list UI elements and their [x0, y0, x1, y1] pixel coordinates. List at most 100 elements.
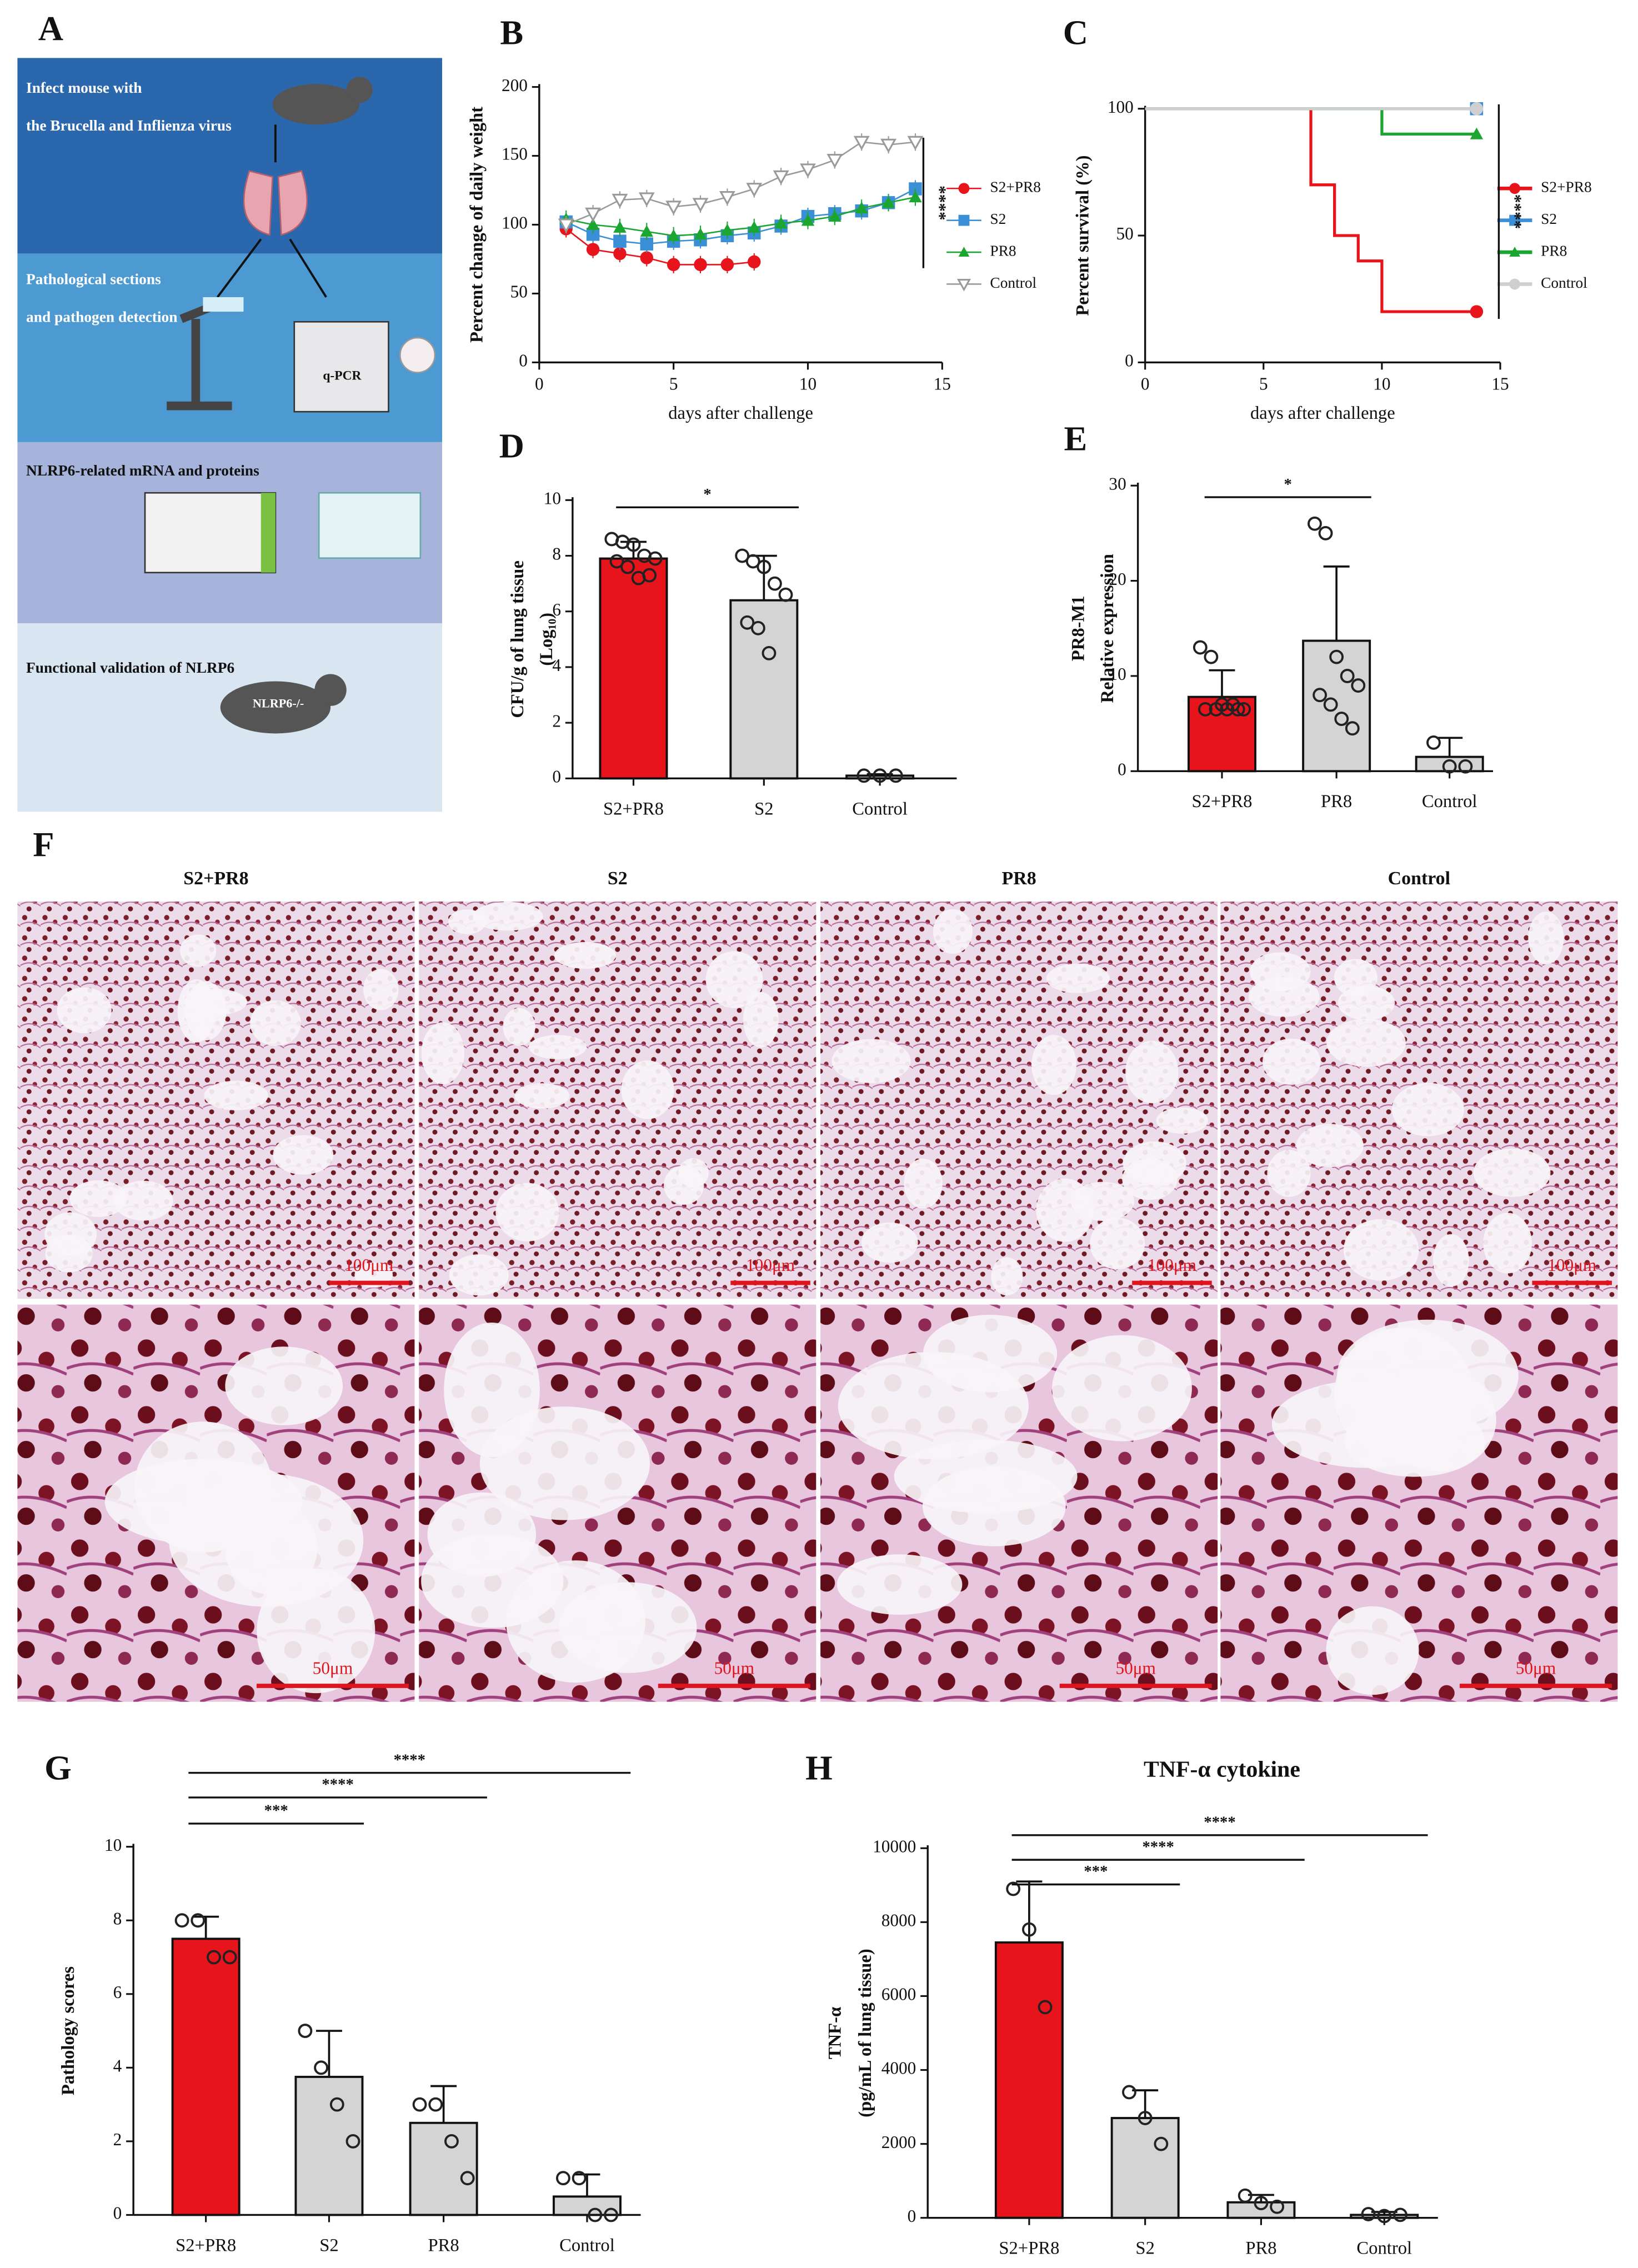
marker — [558, 218, 574, 233]
panel-letter: H — [805, 1748, 833, 1787]
alveolus — [514, 1083, 570, 1109]
lung-icon — [243, 170, 308, 236]
y-tick-label: 4 — [552, 655, 561, 675]
marker — [667, 258, 680, 272]
y-tick-label: 4000 — [881, 2059, 916, 2078]
y-tick-label: 0 — [1118, 760, 1126, 779]
data-point — [1426, 735, 1441, 750]
y-tick-label: 10 — [544, 489, 561, 508]
marker — [826, 154, 843, 168]
marker — [586, 218, 600, 230]
significance-label: **** — [322, 1776, 353, 1794]
data-point — [1270, 2199, 1285, 2214]
alveolus — [1267, 1150, 1311, 1197]
alveolus — [363, 969, 399, 1010]
x-tick-label: S2 — [1135, 2239, 1154, 2259]
data-point — [1313, 688, 1328, 703]
scale-bar-label: 100μm — [746, 1255, 795, 1275]
marker — [694, 228, 707, 240]
error-bar — [574, 2173, 600, 2197]
alveolus — [678, 1158, 709, 1188]
alveolus — [169, 1474, 364, 1607]
data-point — [191, 1913, 206, 1928]
alveolus — [743, 992, 779, 1048]
x-tick-label: PR8 — [1245, 2239, 1276, 2259]
y-axis-label: PR8-M1 — [1069, 595, 1089, 661]
alveolus — [503, 1008, 535, 1046]
x-tick-label: S2+PR8 — [999, 2239, 1059, 2259]
data-point — [412, 2097, 427, 2112]
x-tick-label: 10 — [1373, 374, 1390, 393]
marker — [640, 251, 654, 264]
alveolus — [1343, 1219, 1419, 1281]
data-point — [1458, 759, 1473, 774]
y-axis-label: (pg/mL of lung tissue) — [855, 1949, 875, 2117]
series-line — [1145, 107, 1477, 313]
group-heading: S2 — [608, 868, 628, 889]
significance-label: * — [1284, 475, 1292, 493]
marker — [1470, 102, 1484, 116]
alveolus — [1528, 912, 1564, 965]
data-point — [588, 2207, 603, 2222]
y-tick-label: 50 — [1116, 224, 1133, 243]
x-tick-label: S2+PR8 — [176, 2235, 236, 2255]
significance-label: **** — [1204, 1813, 1235, 1831]
data-point — [750, 620, 765, 635]
alveolus — [1071, 1181, 1135, 1221]
panel-letter: C — [1063, 13, 1088, 52]
step-text: NLRP6-related mRNA and proteins — [26, 462, 259, 479]
scale-bar-label: 50μm — [1115, 1658, 1155, 1678]
x-tick-label: S2 — [319, 2235, 338, 2255]
step-text: the Brucella and Inflienza virus — [26, 117, 232, 134]
y-tick-label: 10 — [1109, 664, 1126, 684]
data-point — [1038, 2000, 1053, 2015]
alveolus — [923, 1315, 1058, 1393]
y-tick-label: 100 — [1108, 97, 1134, 117]
marker — [773, 170, 789, 185]
data-point — [1193, 640, 1208, 655]
alveolus — [1334, 959, 1377, 997]
alveolus — [705, 951, 763, 1008]
alveolus — [559, 1582, 697, 1673]
significance-label: *** — [264, 1802, 288, 1820]
data-point — [1377, 2209, 1392, 2224]
error-bar — [866, 773, 893, 776]
step-text: Infect mouse with — [26, 79, 142, 96]
significance-label: **** — [1142, 1838, 1174, 1856]
data-point — [1230, 702, 1245, 717]
x-tick-label: 5 — [1259, 374, 1268, 393]
marker — [1509, 247, 1521, 257]
alveolus — [1122, 1158, 1178, 1200]
data-point — [1254, 2196, 1269, 2211]
marker — [956, 278, 971, 292]
panel-letter: A — [38, 9, 63, 48]
bar — [1350, 2214, 1419, 2219]
y-tick-label: 150 — [502, 144, 528, 164]
bar — [409, 2121, 478, 2216]
x-axis-label: days after challenge — [668, 403, 813, 423]
data-point — [1340, 669, 1355, 683]
data-point — [1236, 702, 1251, 717]
alveolus — [1262, 1038, 1321, 1085]
scale-bar-label: 100μm — [1547, 1255, 1596, 1275]
data-point — [1329, 649, 1344, 664]
arrow — [289, 238, 327, 298]
data-point — [604, 2207, 618, 2222]
data-point — [745, 554, 760, 569]
data-point — [735, 548, 750, 563]
data-point — [873, 768, 888, 783]
dish-icon — [399, 337, 436, 373]
alveolus — [621, 1060, 674, 1119]
data-point — [428, 2097, 443, 2112]
x-tick-label: 5 — [669, 374, 678, 393]
y-axis-label: Percent survival (%) — [1073, 155, 1093, 316]
alveolus — [273, 1135, 334, 1175]
scale-bar-label: 50μm — [313, 1658, 353, 1678]
data-point — [1198, 702, 1213, 717]
alveolus — [1326, 1019, 1406, 1067]
data-point — [762, 645, 777, 660]
legend-label: Control — [990, 274, 1036, 291]
y-tick-label: 2 — [552, 711, 561, 730]
significance-label: * — [703, 485, 711, 503]
panel-letter: B — [500, 13, 523, 52]
